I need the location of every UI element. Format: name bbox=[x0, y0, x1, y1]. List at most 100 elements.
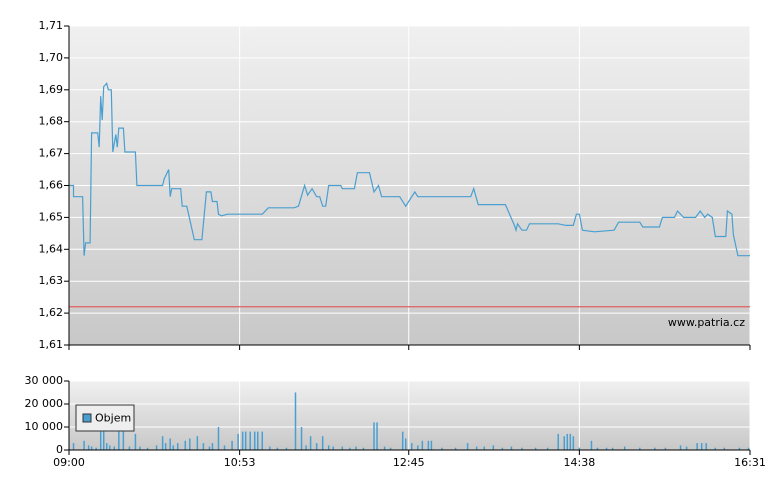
volume-bar bbox=[510, 446, 513, 450]
volume-bar bbox=[202, 443, 205, 450]
volume-bar bbox=[249, 431, 251, 450]
volume-bar bbox=[566, 433, 569, 450]
volume-bar bbox=[109, 445, 111, 450]
volume-bar bbox=[611, 447, 614, 450]
y-tick-label: 30 000 bbox=[25, 374, 64, 387]
x-tick-label: 10:53 bbox=[224, 456, 256, 469]
x-tick-label: 14:38 bbox=[564, 456, 596, 469]
y-tick-label: 10 000 bbox=[25, 420, 64, 433]
volume-bar bbox=[738, 447, 741, 450]
volume-bar bbox=[169, 438, 171, 450]
price-line bbox=[69, 82, 750, 257]
volume-bar bbox=[223, 445, 226, 450]
volume-bar bbox=[483, 446, 485, 450]
volume-bar bbox=[309, 436, 312, 450]
y-tick-label: 1,68 bbox=[39, 115, 64, 128]
volume-bar bbox=[90, 446, 93, 450]
volume-bar bbox=[605, 447, 608, 450]
volume-bar bbox=[105, 443, 108, 450]
x-tick-label: 12:45 bbox=[393, 456, 425, 469]
volume-plot-area bbox=[69, 381, 750, 450]
volume-bar bbox=[305, 445, 307, 450]
volume-bar bbox=[417, 445, 419, 450]
volume-bar bbox=[139, 446, 141, 450]
volume-bar bbox=[321, 436, 324, 450]
volume-bar bbox=[700, 443, 703, 450]
volume-bar bbox=[685, 446, 688, 450]
volume-bar bbox=[521, 447, 523, 450]
volume-bar bbox=[276, 447, 279, 450]
volume-bar bbox=[256, 431, 259, 450]
volume-bar bbox=[590, 440, 593, 450]
volume-bar bbox=[572, 436, 575, 450]
volume-bar bbox=[383, 446, 386, 450]
y-tick-label: 1,65 bbox=[39, 210, 64, 223]
volume-bar bbox=[747, 447, 750, 450]
volume-bar bbox=[122, 431, 125, 450]
volume-bar bbox=[253, 431, 256, 450]
volume-bar bbox=[441, 447, 443, 450]
y-tick-label: 1,64 bbox=[39, 242, 64, 255]
volume-bar bbox=[315, 443, 318, 450]
volume-bar bbox=[430, 440, 433, 450]
volume-bar bbox=[563, 436, 566, 450]
volume-bar bbox=[113, 446, 116, 450]
volume-bar bbox=[546, 447, 549, 450]
volume-bar bbox=[454, 447, 457, 450]
volume-bar bbox=[217, 427, 220, 450]
volume-bar bbox=[492, 445, 495, 450]
volume-bar bbox=[128, 446, 131, 450]
y-tick-label: 0 bbox=[56, 443, 63, 456]
volume-bar bbox=[184, 440, 187, 450]
volume-bar bbox=[404, 438, 407, 450]
volume-bar bbox=[401, 431, 404, 450]
volume-bar bbox=[241, 431, 244, 450]
legend-label: Objem bbox=[95, 412, 131, 425]
volume-bar bbox=[134, 433, 137, 450]
chart-layer: 1,61 1,62 1,63 1,64 1,65 1,66 1,67 1,68 1,69 1,70… bbox=[25, 19, 766, 469]
y-tick-label: 1,66 bbox=[39, 179, 64, 192]
y-tick-label: 20 000 bbox=[25, 397, 64, 410]
y-tick-label: 1,69 bbox=[39, 83, 64, 96]
y-tick-label: 1,67 bbox=[39, 147, 64, 160]
volume-bar bbox=[102, 431, 105, 450]
watermark: www.patria.cz bbox=[668, 316, 745, 329]
volume-bar bbox=[569, 433, 572, 450]
volume-bar bbox=[723, 447, 726, 450]
volume-bar bbox=[679, 445, 682, 450]
volume-bar bbox=[269, 446, 271, 450]
volume-bar bbox=[237, 433, 239, 450]
volume-bar bbox=[176, 443, 179, 450]
volume-bar bbox=[208, 446, 211, 450]
legend-swatch bbox=[82, 413, 92, 423]
volume-bar bbox=[244, 431, 247, 450]
volume-bar bbox=[189, 438, 191, 450]
volume-bar bbox=[95, 447, 97, 450]
volume-bar bbox=[596, 447, 599, 450]
volume-bar bbox=[146, 447, 149, 450]
volume-bar bbox=[705, 443, 707, 450]
volume-bar bbox=[332, 446, 334, 450]
volume-bar bbox=[300, 427, 303, 450]
volume-bar bbox=[466, 443, 469, 450]
volume-bar bbox=[196, 436, 199, 450]
volume-bar bbox=[285, 447, 288, 450]
volume-bar bbox=[362, 447, 365, 450]
volume-bar bbox=[623, 446, 626, 450]
volume-bar bbox=[72, 443, 75, 450]
y-tick-label: 1,70 bbox=[39, 51, 64, 64]
volume-bar bbox=[99, 431, 102, 450]
volume-bar bbox=[83, 440, 85, 450]
volume-bar bbox=[427, 440, 430, 450]
volume-bar bbox=[231, 440, 233, 450]
volume-bar bbox=[172, 445, 174, 450]
volume-bar bbox=[664, 447, 667, 450]
volume-bar bbox=[355, 446, 357, 450]
x-tick-label: 16:31 bbox=[734, 456, 766, 469]
volume-bar bbox=[261, 431, 264, 450]
volume-bar bbox=[578, 447, 581, 450]
volume-bar bbox=[341, 446, 344, 450]
volume-bar bbox=[155, 445, 158, 450]
volume-bar bbox=[161, 436, 164, 450]
